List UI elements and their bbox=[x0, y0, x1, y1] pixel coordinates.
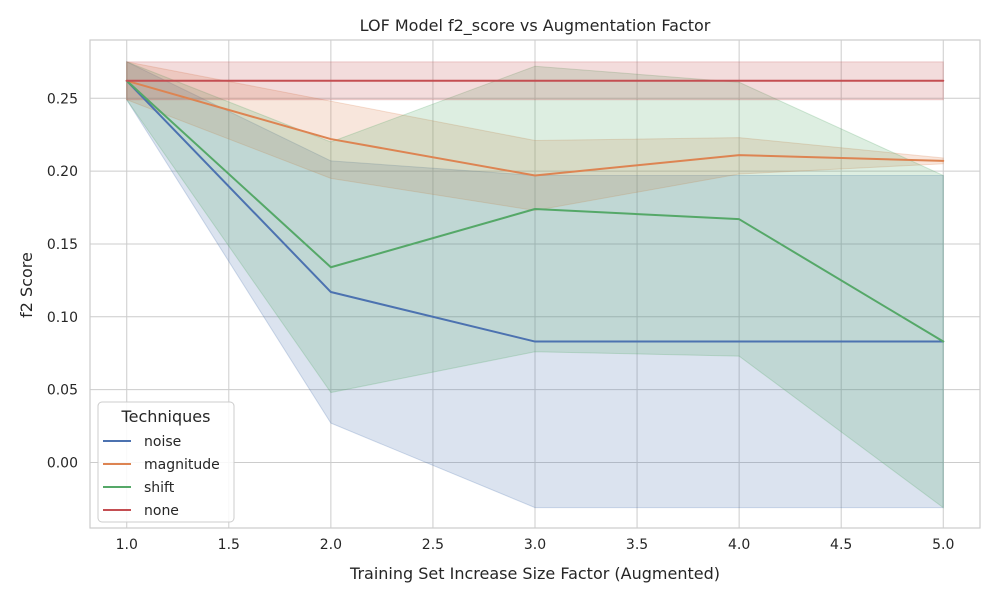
y-axis-ticks: 0.00 0.05 0.10 0.15 0.20 0.25 bbox=[47, 91, 78, 471]
x-tick-label: 2.0 bbox=[320, 537, 342, 553]
legend: Techniques noise magnitude shift none bbox=[97, 401, 235, 523]
point-magnitude bbox=[738, 154, 740, 156]
line-shift bbox=[125, 79, 945, 343]
legend-items: noise magnitude shift none bbox=[103, 434, 220, 519]
x-tick-label: 3.0 bbox=[524, 537, 546, 553]
x-axis-title: Training Set Increase Size Factor (Augme… bbox=[349, 564, 720, 583]
point-noise bbox=[534, 341, 536, 343]
line-noise bbox=[125, 79, 945, 343]
band-noise bbox=[126, 61, 944, 509]
point-magnitude bbox=[534, 174, 536, 176]
point-magnitude bbox=[330, 138, 332, 140]
point-none bbox=[126, 80, 128, 82]
series-lines bbox=[125, 79, 945, 343]
band-magnitude bbox=[126, 61, 944, 211]
x-tick-label: 4.0 bbox=[728, 537, 750, 553]
y-tick-label: 0.05 bbox=[47, 383, 78, 399]
legend-label-shift: shift bbox=[144, 480, 175, 496]
y-tick-label: 0.15 bbox=[47, 237, 78, 253]
legend-label-none: none bbox=[144, 503, 179, 519]
y-tick-label: 0.20 bbox=[47, 164, 78, 180]
point-none bbox=[942, 80, 944, 82]
point-none bbox=[330, 80, 332, 82]
y-tick-label: 0.10 bbox=[47, 310, 78, 326]
x-axis-ticks: 1.0 1.5 2.0 2.5 3.0 3.5 4.0 4.5 5.0 bbox=[116, 537, 955, 553]
x-tick-label: 5.0 bbox=[932, 537, 954, 553]
x-tick-label: 1.0 bbox=[116, 537, 138, 553]
legend-label-magnitude: magnitude bbox=[144, 457, 220, 473]
band-shift bbox=[126, 61, 944, 509]
point-none bbox=[738, 80, 740, 82]
line-magnitude bbox=[125, 79, 945, 177]
point-noise bbox=[330, 291, 332, 293]
point-none bbox=[534, 80, 536, 82]
x-tick-label: 4.5 bbox=[830, 537, 852, 553]
y-tick-label: 0.00 bbox=[47, 455, 78, 471]
x-tick-label: 1.5 bbox=[218, 537, 240, 553]
chart-title: LOF Model f2_score vs Augmentation Facto… bbox=[360, 16, 711, 36]
y-tick-label: 0.25 bbox=[47, 91, 78, 107]
x-tick-label: 2.5 bbox=[422, 537, 444, 553]
y-axis-title: f2 Score bbox=[17, 252, 36, 318]
legend-label-noise: noise bbox=[144, 434, 181, 450]
point-magnitude bbox=[942, 160, 944, 162]
legend-title: Techniques bbox=[121, 407, 211, 426]
point-noise bbox=[738, 341, 740, 343]
grid bbox=[90, 40, 980, 528]
plot-frame bbox=[89, 39, 981, 529]
point-shift bbox=[942, 341, 944, 343]
confidence-bands bbox=[126, 61, 944, 509]
point-shift bbox=[534, 208, 536, 210]
legend-box bbox=[97, 401, 235, 523]
point-shift bbox=[738, 218, 740, 220]
x-tick-label: 3.5 bbox=[626, 537, 648, 553]
point-shift bbox=[330, 266, 332, 268]
